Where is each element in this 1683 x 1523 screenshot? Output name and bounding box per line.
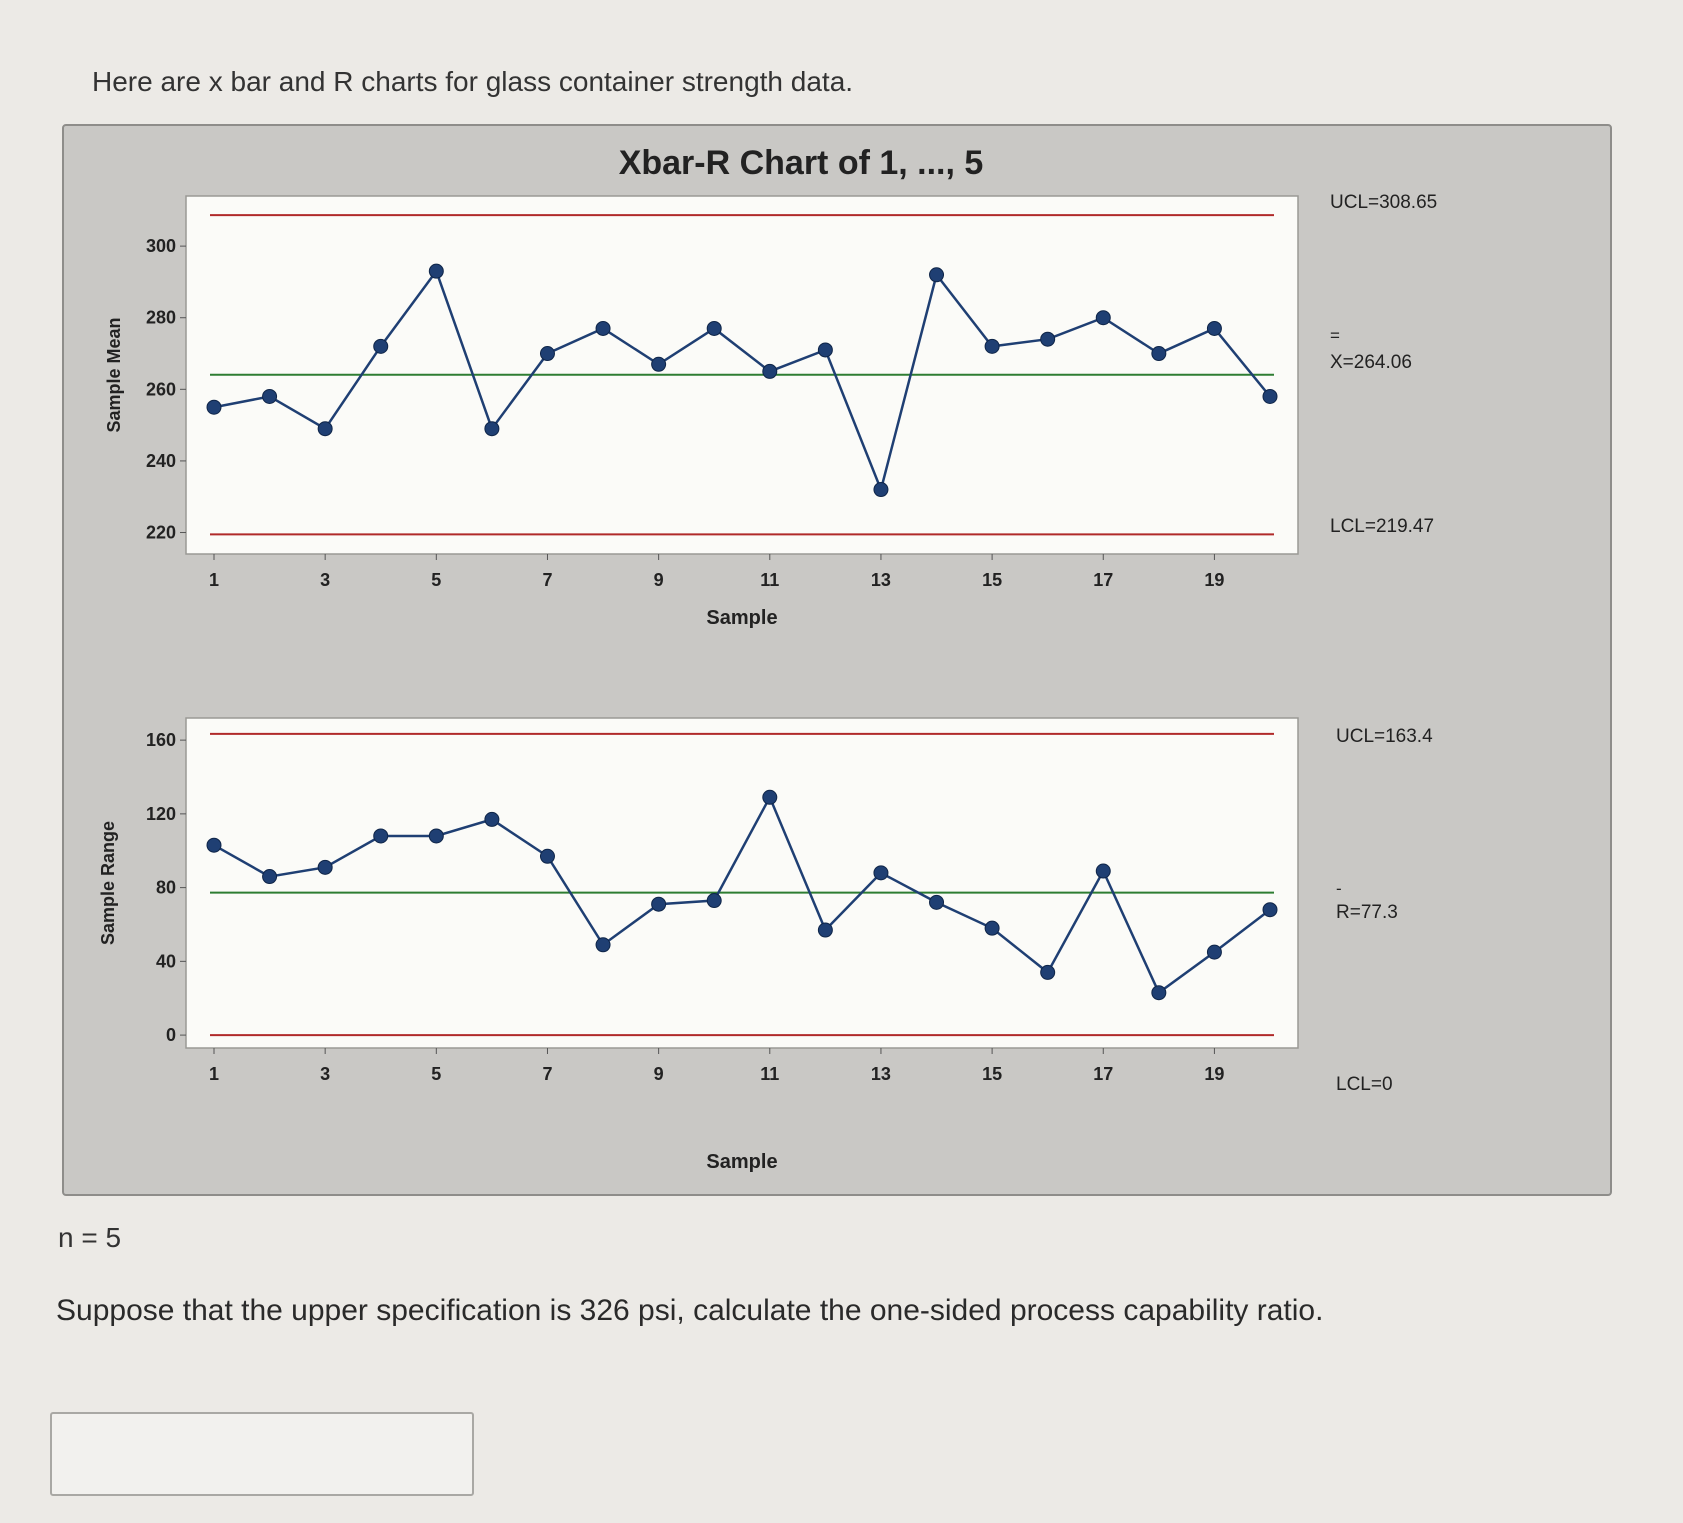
xbar-x-axis-label: Sample (706, 607, 777, 629)
r-y-axis-label: Sample Range (98, 821, 118, 945)
r-data-point (206, 837, 222, 853)
r-data-point (762, 789, 778, 805)
xbar-data-point (1095, 310, 1111, 326)
r-x-tick-label: 13 (871, 1064, 891, 1084)
answer-input[interactable] (50, 1412, 474, 1496)
r-x-tick-label: 1 (209, 1064, 219, 1084)
r-data-point (595, 937, 611, 953)
sample-size-label: n = 5 (58, 1222, 122, 1253)
xbar-data-point (539, 346, 555, 362)
xbar-x-tick-label: 7 (542, 570, 552, 590)
xbar-x-tick-label: 13 (871, 570, 891, 590)
r-series-line (213, 794, 1271, 995)
xbar-data-point (984, 338, 1000, 354)
xbar-ucl-label: UCL=308.65 (1330, 192, 1437, 213)
r-x-tick-label: 17 (1093, 1064, 1113, 1084)
r-x-axis-label: Sample (706, 1151, 777, 1173)
xbar-x-tick-label: 11 (760, 570, 779, 590)
chart-title: Xbar-R Chart of 1, ..., 5 (619, 144, 984, 182)
xbar-y-axis-label: Sample Mean (104, 317, 124, 432)
xbar-x-tick-label: 19 (1204, 570, 1224, 590)
xbar-data-point (651, 356, 667, 372)
chart-svg: Xbar-R Chart of 1, ..., 5 Sample Mean Sa… (98, 144, 1437, 1173)
xbar-y-tick-label: 280 (146, 308, 176, 328)
r-y-tick-label: 160 (146, 730, 176, 750)
r-x-tick-label: 11 (760, 1064, 779, 1084)
xbar-x-tick-label: 17 (1093, 570, 1113, 590)
r-data-point (706, 893, 722, 909)
xbar-data-point (262, 388, 278, 404)
xbar-data-point (206, 399, 222, 415)
r-data-point (1206, 944, 1222, 960)
xbar-y-tick-label: 300 (146, 236, 176, 256)
r-data-point (1040, 964, 1056, 980)
r-y-tick-label: 80 (156, 878, 176, 898)
xbar-data-point (817, 342, 833, 358)
xbar-center-label: X=264.06 (1330, 352, 1412, 373)
xbar-data-point (373, 338, 389, 354)
xbar-data-point (1262, 388, 1278, 404)
r-data-point (817, 922, 833, 938)
r-data-point (317, 859, 333, 875)
xbar-data-point (484, 421, 500, 437)
r-data-point (984, 920, 1000, 936)
xbar-data-point (595, 320, 611, 336)
xbar-x-tick-label: 1 (209, 570, 219, 590)
xbar-x-tick-label: 5 (431, 570, 441, 590)
r-x-tick-label: 9 (654, 1064, 664, 1084)
r-data-point (1151, 985, 1167, 1001)
r-x-tick-label: 7 (542, 1064, 552, 1084)
r-ucl-label: UCL=163.4 (1336, 726, 1433, 747)
r-data-point (1095, 863, 1111, 879)
r-y-tick-label: 40 (156, 951, 176, 971)
r-data-point (929, 894, 945, 910)
xbar-center-overbar: = (1330, 326, 1340, 345)
xbar-data-point (428, 263, 444, 279)
r-x-tick-label: 19 (1204, 1064, 1224, 1084)
r-y-tick-label: 0 (166, 1025, 176, 1045)
r-data-point (262, 869, 278, 885)
xbar-data-point (1040, 331, 1056, 347)
xbar-data-point (762, 363, 778, 379)
question-prompt: Suppose that the upper specification is … (56, 1294, 1324, 1327)
xbar-data-point (873, 482, 889, 498)
xbar-x-tick-label: 9 (654, 570, 664, 590)
r-data-point (651, 896, 667, 912)
r-data-point (428, 828, 444, 844)
r-x-tick-label: 15 (982, 1064, 1002, 1084)
r-data-point (1262, 902, 1278, 918)
xbar-x-tick-label: 15 (982, 570, 1002, 590)
xbar-y-tick-label: 220 (146, 523, 176, 543)
xbar-lcl-label: LCL=219.47 (1330, 516, 1434, 537)
xbar-y-tick-label: 260 (146, 379, 176, 399)
xbar-y-tick-label: 240 (146, 451, 176, 471)
r-data-point (373, 828, 389, 844)
r-y-tick-label: 120 (146, 804, 176, 824)
xbar-r-chart-figure: Xbar-R Chart of 1, ..., 5 Sample Mean Sa… (62, 124, 1612, 1196)
r-plot-area (185, 717, 1299, 1049)
question-intro: Here are x bar and R charts for glass co… (92, 66, 854, 97)
xbar-data-point (929, 267, 945, 283)
r-x-tick-label: 3 (320, 1064, 330, 1084)
r-center-label: R=77.3 (1336, 902, 1398, 923)
xbar-data-point (1206, 320, 1222, 336)
r-center-overbar: - (1336, 879, 1342, 898)
xbar-series-line (213, 268, 1271, 494)
xbar-data-point (1151, 346, 1167, 362)
r-lcl-label: LCL=0 (1336, 1074, 1393, 1095)
r-x-tick-label: 5 (431, 1064, 441, 1084)
r-data-point (484, 811, 500, 827)
r-data-point (539, 848, 555, 864)
xbar-data-point (706, 320, 722, 336)
xbar-data-point (317, 421, 333, 437)
xbar-x-tick-label: 3 (320, 570, 330, 590)
r-data-point (873, 865, 889, 881)
